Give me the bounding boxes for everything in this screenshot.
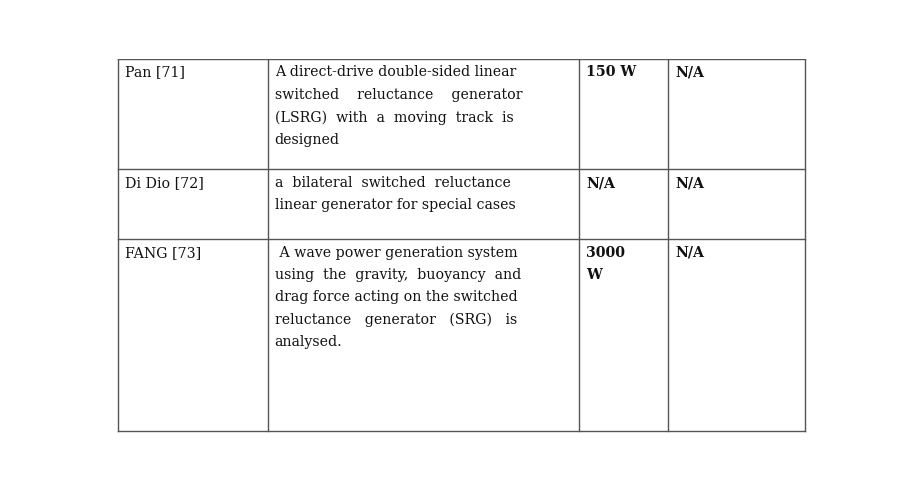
Text: a  bilateral  switched  reluctance
linear generator for special cases: a bilateral switched reluctance linear g… [275,176,515,212]
Text: N/A: N/A [676,65,705,80]
Text: N/A: N/A [586,176,615,190]
Text: A direct-drive double-sided linear
switched    reluctance    generator
(LSRG)  w: A direct-drive double-sided linear switc… [275,65,522,147]
Text: Pan [71]: Pan [71] [125,65,186,80]
Text: N/A: N/A [676,245,705,260]
Text: N/A: N/A [676,176,705,190]
Text: A wave power generation system
using  the  gravity,  buoyancy  and
drag force ac: A wave power generation system using the… [275,245,521,349]
Text: Di Dio [72]: Di Dio [72] [125,176,204,190]
Text: 3000
W: 3000 W [586,245,625,282]
Text: 150 W: 150 W [586,65,636,80]
Text: FANG [73]: FANG [73] [125,245,202,260]
